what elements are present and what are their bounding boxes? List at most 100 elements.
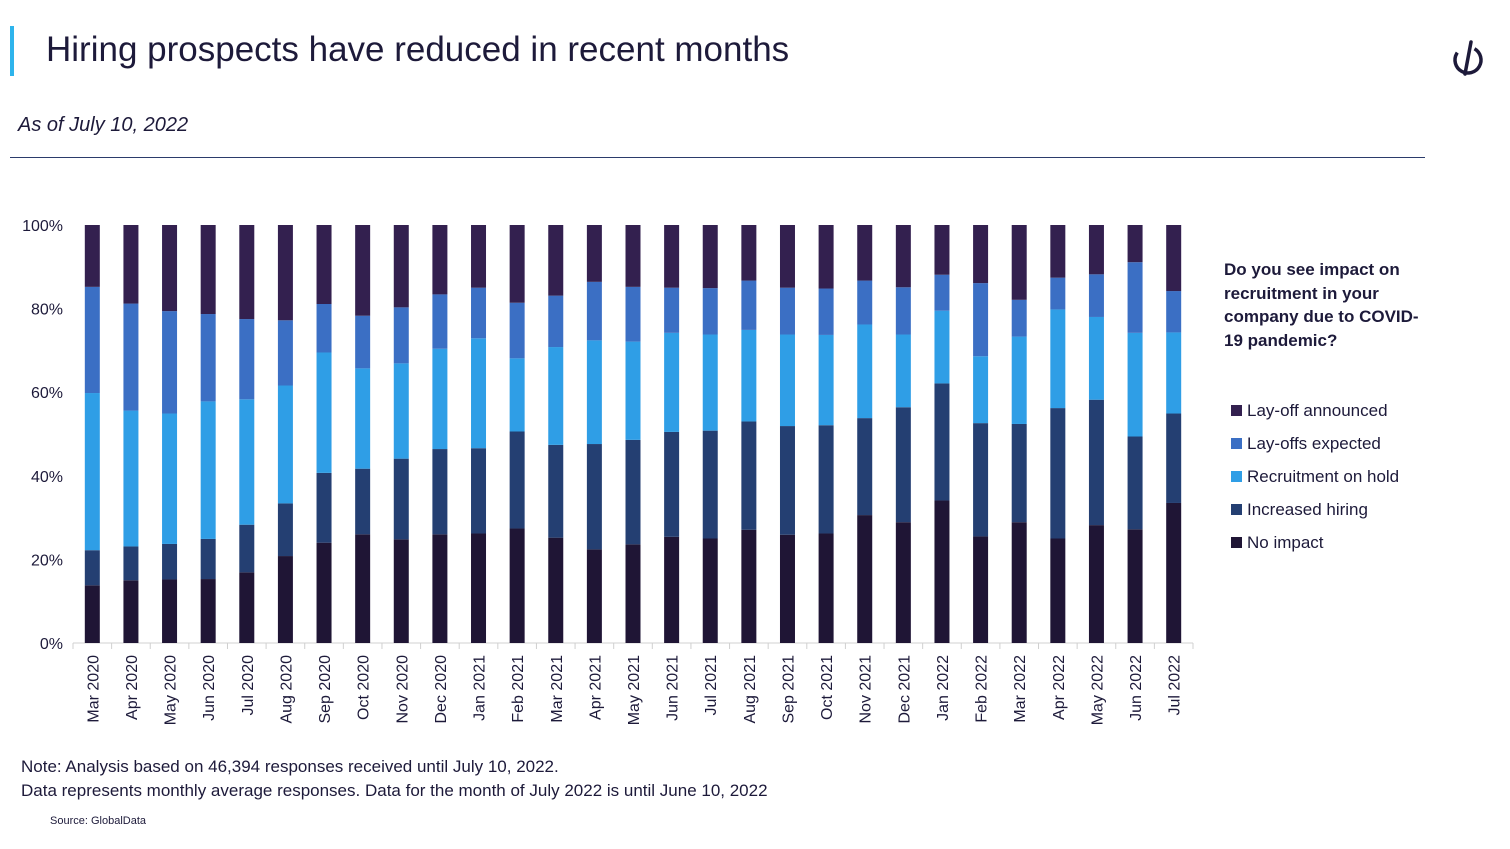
x-tick-label: Mar 2022 [1012,655,1029,723]
legend-label: Lay-offs expected [1247,433,1381,453]
y-tick-label: 80% [31,302,63,319]
bar-segment [162,579,178,643]
bar-segment [625,544,641,643]
bar-segment [471,225,487,288]
bar-segment [355,315,371,369]
bar-segment [664,225,680,288]
bar-segment [934,500,950,643]
bar-segment [934,225,950,275]
bar-segment [1127,332,1143,437]
bar-segment [895,287,911,335]
bar-segment [1088,225,1104,275]
bar-segment [509,302,525,359]
bar-segment [432,294,448,349]
bar-segment [1127,262,1143,333]
bar-segment [818,334,834,426]
bar-segment [1088,525,1104,643]
bar-segment [741,329,757,422]
stacked-bar-chart: 0% 20% 40% 60% 80% 100% Mar 2020 Apr 2020 May 20… [22,218,1194,725]
bar-segment [1166,225,1182,292]
bar-segment [741,280,757,330]
y-tick-label: 60% [31,385,63,402]
bar-segment [1127,436,1143,530]
x-tick-label: Sep 2021 [780,655,797,724]
x-tick-label: Jun 2020 [201,655,218,721]
x-tick-label: Dec 2021 [896,655,913,724]
x-tick-label: Apr 2020 [124,655,141,720]
bar-segment [779,287,795,335]
bar-segment [239,399,255,525]
bar-segment [741,529,757,643]
x-tick-label: Feb 2022 [974,655,991,723]
legend-label: Recruitment on hold [1247,466,1400,486]
bar-segment [973,536,989,643]
bar-segment [316,352,332,473]
x-tick-label: Mar 2020 [85,655,102,723]
bar-segment [277,556,293,643]
bar-segment [586,281,602,341]
x-tick-label: Oct 2020 [356,655,373,720]
bar-segment [432,449,448,535]
x-tick-label: Jun 2022 [1128,655,1145,721]
bar-segment [1127,529,1143,643]
legend-item: Recruitment on hold [1231,460,1399,493]
bar-segment [239,524,255,573]
bar-segment [664,332,680,432]
x-tick-label: Jan 2022 [935,655,952,721]
bar-segment [277,503,293,557]
bar-segment [239,572,255,643]
bar-segment [625,439,641,545]
bar-segment [239,319,255,400]
x-tick-label: May 2021 [626,655,643,725]
bar-segment [934,274,950,311]
bar-segment [857,225,873,281]
x-tick-label: Jan 2021 [472,655,489,721]
legend-swatch [1231,537,1242,548]
x-tick-label: Aug 2021 [742,655,759,724]
x-tick-label: Nov 2021 [858,655,875,724]
bar-segment [973,423,989,537]
bar-segment [779,534,795,643]
bar-segment [779,225,795,288]
legend-label: No impact [1247,532,1324,552]
footnote-line-2: Data represents monthly average response… [21,780,768,800]
bar-segment [702,538,718,643]
legend-swatch [1231,471,1242,482]
x-tick-label: Aug 2020 [278,655,295,724]
bar-segment [934,310,950,384]
legend-label: Increased hiring [1247,499,1368,519]
bar-segment [702,288,718,335]
bar-segment [818,533,834,643]
bar-segment [702,334,718,431]
globaldata-logo-icon [1453,40,1483,76]
bar-segment [895,522,911,643]
bar-segment [1166,502,1182,643]
bar-segment [123,410,139,547]
bar-segment [316,225,332,305]
x-tick-label: Oct 2021 [819,655,836,720]
bar-segment [355,534,371,643]
y-tick-label: 100% [22,218,63,235]
bar-segment [586,444,602,550]
x-tick-label: Jul 2021 [703,655,720,716]
bar-segment [1088,399,1104,526]
bar-segment [316,472,332,543]
bar-segment [548,537,564,643]
bar-segment [664,287,680,333]
bar-segment [973,356,989,424]
bar-segment [934,383,950,501]
page-title: Hiring prospects have reduced in recent … [46,30,790,69]
bar-segment [1088,274,1104,317]
bar-segment [857,324,873,419]
bar-segment [625,341,641,440]
bar-segment [123,225,139,304]
bar-segment [857,418,873,516]
chart-subtitle: As of July 10, 2022 [18,114,189,136]
bar-segment [586,340,602,445]
bar-segment [779,426,795,535]
bar-segment [702,225,718,289]
legend-label: Lay-off announced [1247,400,1388,420]
bar-segment [432,534,448,643]
bar-segment [123,303,139,411]
bar-segment [393,539,409,643]
